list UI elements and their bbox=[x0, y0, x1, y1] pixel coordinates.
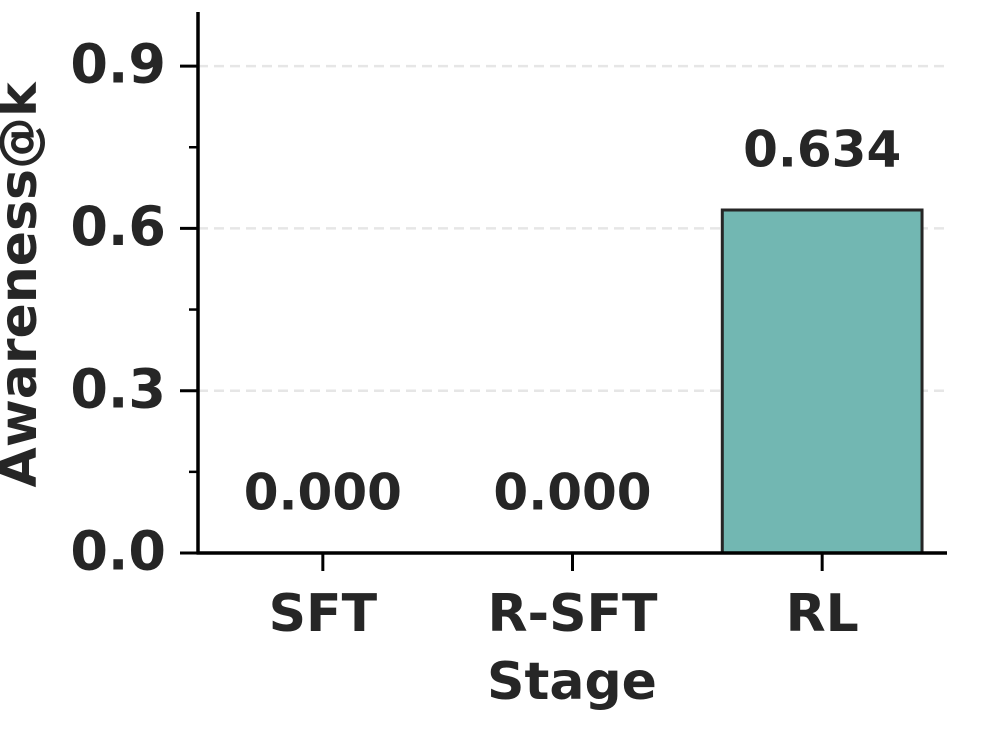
value-label: 0.000 bbox=[244, 464, 402, 522]
value-label: 0.634 bbox=[743, 121, 901, 179]
y-tick-label: 0.3 bbox=[70, 357, 166, 420]
x-axis-label: Stage bbox=[487, 652, 657, 712]
x-tick-label: R-SFT bbox=[487, 584, 658, 644]
y-tick-label: 0.6 bbox=[70, 195, 166, 258]
value-label: 0.000 bbox=[493, 464, 651, 522]
bar bbox=[720, 208, 924, 555]
y-axis-label: Awareness@k bbox=[0, 81, 49, 487]
x-tick-label: SFT bbox=[269, 584, 378, 644]
y-tick-label: 0.0 bbox=[70, 520, 166, 583]
y-tick-label: 0.9 bbox=[70, 33, 166, 96]
x-tick-label: RL bbox=[786, 584, 859, 644]
